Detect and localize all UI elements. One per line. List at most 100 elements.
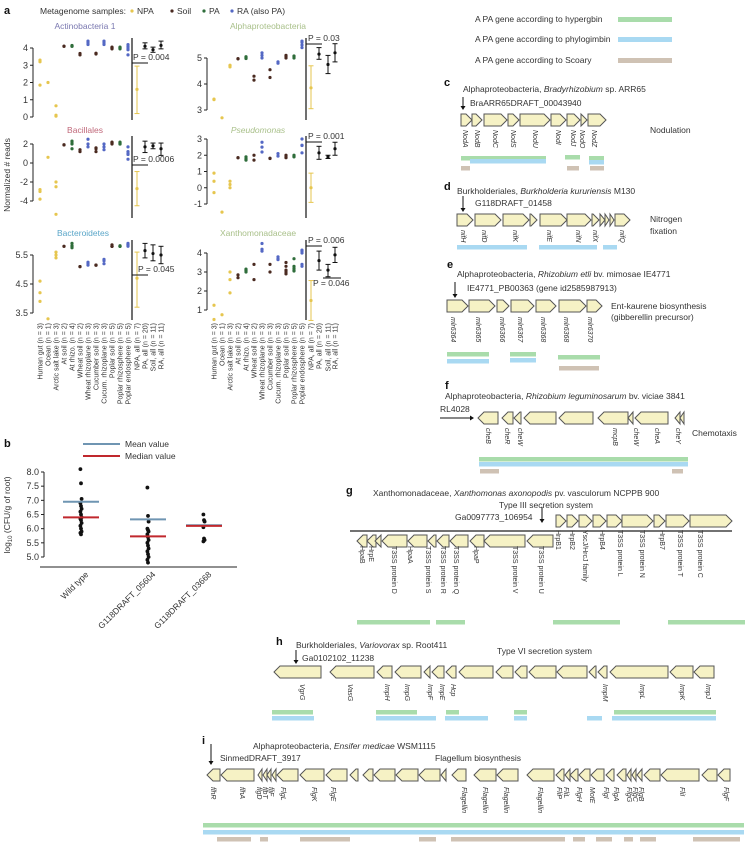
- subplot-bacillales: Bacillales -4 -2 0 2 P = 0.0006: [20, 125, 174, 218]
- subplot-xanthomonadaceae: Xanthomonadaceae 1 2 3 4 P = 0.006 P = 0.046 Hu…: [197, 228, 350, 405]
- data-point-soil: [252, 262, 256, 266]
- panel-b-letter: b: [4, 438, 11, 450]
- gene-label: mcpB: [611, 428, 618, 446]
- data-point: [145, 485, 150, 490]
- locus-tag: BraARR65DRAFT_00043940: [470, 98, 582, 108]
- x-category-label: Ocean (n = 1): [46, 323, 53, 366]
- hypergbin-bar: [565, 155, 580, 160]
- gene-arrow: [220, 768, 255, 782]
- gene-label: HrpE: [367, 546, 374, 562]
- data-point-npa: [212, 171, 216, 175]
- gene-arrow: [569, 768, 579, 782]
- summary-mean-point: [309, 86, 313, 90]
- gene-label: mlr6368: [562, 317, 569, 342]
- summary-mean-point: [143, 145, 147, 149]
- x-category-label: PA, all (n = 20): [143, 323, 150, 369]
- data-point-npa: [228, 278, 232, 282]
- organism-strain: M130: [612, 186, 636, 196]
- panel-letter: g: [346, 485, 353, 497]
- legend-marker-ra: [230, 9, 234, 13]
- data-point-npa: [38, 189, 42, 194]
- gene-arrow: [431, 665, 445, 679]
- summary-mean-point: [317, 151, 321, 155]
- gene-label: nifK: [511, 230, 518, 242]
- gene-label: Flagellin: [536, 787, 543, 813]
- y-axis-label-part: log: [2, 542, 12, 554]
- organism-species: Variovorax: [359, 640, 400, 650]
- gene-arrow: [586, 299, 603, 313]
- scoary-bar: [559, 366, 599, 371]
- data-point: [79, 481, 83, 486]
- scoary-bar: [596, 837, 612, 842]
- gene-label: HpaA: [406, 546, 413, 564]
- data-point-ra: [102, 42, 106, 47]
- gene-arrow: [550, 113, 567, 127]
- data-point-soil: [236, 273, 240, 277]
- data-point-soil: [268, 68, 272, 72]
- gene-arrow: [423, 664, 431, 680]
- data-point-ra: [260, 53, 264, 58]
- locus-tag: Ga0102102_11238: [302, 653, 374, 663]
- data-point-pa: [292, 153, 296, 157]
- p-value-label: P = 0.004: [133, 52, 170, 62]
- data-point-pa: [292, 257, 296, 261]
- data-point: [202, 519, 207, 524]
- panel-letter: e: [447, 259, 453, 271]
- data-point: [146, 514, 150, 518]
- gene-arrow: [276, 768, 299, 782]
- gene-label: fliF: [267, 787, 274, 797]
- organism-species: Bradyrhizobium: [544, 84, 603, 94]
- gene-label: Flagellin: [481, 787, 488, 813]
- data-point-soil: [252, 278, 256, 282]
- data-point-soil: [252, 78, 256, 82]
- gene-arrow: [669, 665, 694, 679]
- data-point-npa: [228, 182, 232, 187]
- locus-arrow-head-icon: [452, 294, 458, 298]
- hypergbin-bar: [479, 457, 688, 462]
- data-point: [145, 549, 150, 554]
- data-point-soil: [94, 150, 98, 154]
- phylogimbin-bar: [539, 245, 597, 250]
- data-point: [145, 557, 150, 562]
- data-point-npa: [228, 291, 232, 295]
- gene-arrow: [558, 411, 594, 425]
- x-category-label: Poplar soil (n = 5): [284, 323, 291, 378]
- phylogimbin-bar: [603, 245, 617, 250]
- gene-label: NodU: [531, 130, 538, 149]
- data-point-pa: [244, 267, 248, 271]
- data-point-npa: [212, 317, 216, 322]
- organism-taxon: Burkholderiales,: [457, 186, 520, 196]
- gene-arrow: [473, 768, 497, 782]
- gene-arrow: [653, 514, 666, 528]
- subplot-actinobacteria-1: Actinobacteria 1 0 1 2 3 4 P = 0.004: [23, 21, 170, 122]
- y-tick-label: 4: [197, 79, 202, 89]
- y-tick-label: 5.5: [15, 250, 28, 260]
- gene-arrow: [597, 665, 608, 679]
- data-point-npa: [54, 250, 58, 254]
- pathway-label: Type VI secretion system: [497, 646, 592, 656]
- gene-arrow: [349, 768, 359, 782]
- data-point-ra: [126, 244, 130, 248]
- organism-strain: bv. mimosae IE4771: [591, 269, 670, 279]
- legend-marker-npa: [130, 9, 134, 13]
- organism-strain: sp. Root411: [400, 640, 448, 650]
- subplot-bacteroidetes: Bacteroidetes 3.5 4.5 5.5 P = 0.045 Human gut…: [15, 228, 174, 405]
- data-point-ra: [86, 137, 90, 141]
- gene-arrow: [631, 767, 637, 783]
- gene-arrow: [474, 213, 502, 227]
- gene-arrow: [566, 213, 592, 227]
- data-point-ra: [260, 51, 264, 55]
- summary-mean-point: [159, 43, 163, 48]
- gene-legend-swatch-phylogimbin: [618, 37, 672, 42]
- summary-mean-point: [333, 253, 337, 257]
- pathway-label: Flagellum biosynthesis: [435, 753, 521, 763]
- hypergbin-bar: [589, 156, 604, 161]
- summary-mean-point: [135, 87, 139, 91]
- gene-label: FliI: [678, 787, 685, 796]
- summary-mean-point: [135, 187, 139, 191]
- gene-panel-e: e Alphaproteobacteria, Rhizobium etli bv.…: [446, 259, 706, 371]
- gene-label: MotE: [588, 787, 595, 804]
- gene-arrow: [634, 411, 669, 425]
- gene-panel-c: c Alphaproteobacteria, Bradyrhizobium sp.…: [444, 77, 691, 171]
- gene-arrow: [566, 113, 581, 127]
